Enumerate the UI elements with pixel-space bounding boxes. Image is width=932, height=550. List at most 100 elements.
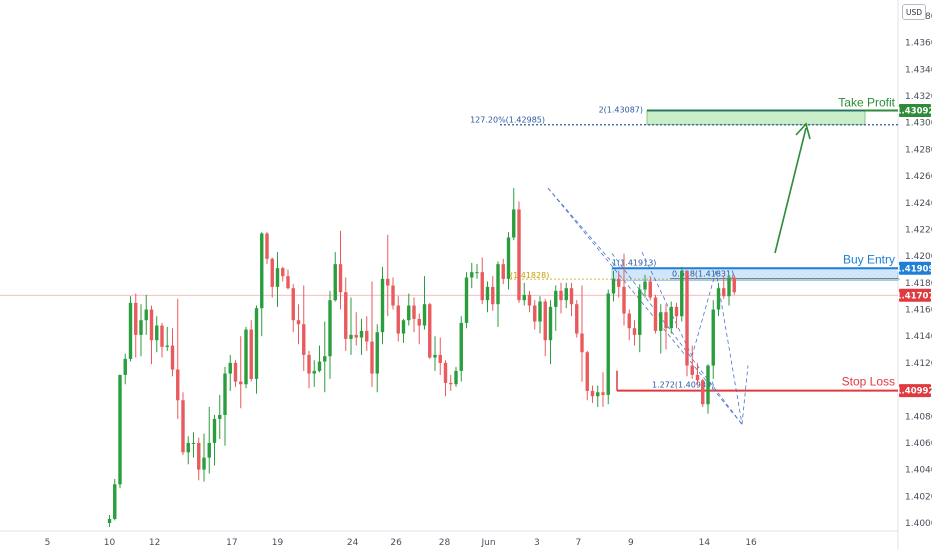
candle-body[interactable] [407,305,411,321]
candle-body[interactable] [181,400,185,453]
candle-body[interactable] [412,305,416,319]
candle-body[interactable] [564,288,568,301]
harmonic-pattern-lines[interactable] [547,187,749,425]
candle-body[interactable] [338,264,343,293]
candle-body[interactable] [391,285,395,306]
candle-body[interactable] [170,345,175,370]
candle-body[interactable] [480,272,484,301]
candle-body[interactable] [328,300,332,357]
candle-body[interactable] [317,361,322,371]
candle-body[interactable] [233,362,238,382]
candle-body[interactable] [354,334,358,338]
candle-body[interactable] [695,374,700,381]
candle-body[interactable] [706,365,710,405]
candle-body[interactable] [186,442,190,453]
candle-body[interactable] [428,304,432,358]
candle-body[interactable] [575,304,579,334]
candle-body[interactable] [554,290,558,307]
candle-body[interactable] [380,278,385,333]
candle-body[interactable] [202,457,206,470]
candle-body[interactable] [674,306,679,317]
candle-body[interactable] [370,341,374,374]
candle-body[interactable] [501,264,505,279]
candle-body[interactable] [727,277,731,297]
candle-body[interactable] [176,369,180,401]
candle-body[interactable] [144,309,148,321]
candle-body[interactable] [475,272,479,274]
candle-body[interactable] [585,352,589,391]
candle-body[interactable] [359,330,364,338]
candle-body[interactable] [638,289,642,335]
candle-body[interactable] [323,356,327,362]
candle-body[interactable] [191,442,196,444]
time-axis[interactable]: 5 10 12 17 19 24 26 28 Jun 3 7 9 14 16 [45,538,757,548]
candle-body[interactable] [538,301,542,322]
candle-body[interactable] [590,390,595,397]
candle-body[interactable] [107,518,112,523]
candle-body[interactable] [653,297,658,331]
candle-body[interactable] [496,264,500,305]
candle-body[interactable] [401,320,406,334]
candle-body[interactable] [512,209,516,238]
candle-body[interactable] [680,270,684,317]
candle-body[interactable] [580,333,584,353]
candle-body[interactable] [617,278,621,287]
candle-body[interactable] [349,334,353,339]
candle-body[interactable] [659,312,663,331]
candle-body[interactable] [249,329,253,379]
candle-body[interactable] [113,484,117,519]
candle-body[interactable] [690,365,694,375]
candle-body[interactable] [470,272,474,278]
candle-body[interactable] [569,288,574,305]
candle-body[interactable] [664,312,668,329]
candle-body[interactable] [302,324,306,355]
candle-body[interactable] [422,304,427,326]
candle-body[interactable] [533,305,537,322]
currency-badge[interactable]: USD [902,4,926,20]
candle-body[interactable] [491,286,495,305]
candle-body[interactable] [632,328,637,335]
candle-body[interactable] [606,293,610,395]
candle-body[interactable] [648,281,652,298]
candle-body[interactable] [286,276,290,289]
candle-body[interactable] [307,354,311,374]
candle-body[interactable] [128,302,133,359]
candle-body[interactable] [207,442,211,458]
candle-body[interactable] [265,233,269,259]
candle-body[interactable] [464,277,469,323]
candle-body[interactable] [139,320,143,335]
candle-body[interactable] [685,270,689,366]
candle-body[interactable] [701,380,705,405]
candle-body[interactable] [716,288,721,310]
candle-body[interactable] [260,233,264,309]
candle-body[interactable] [517,209,521,301]
candle-body[interactable] [527,294,532,306]
candle-body[interactable] [443,362,448,383]
candle-body[interactable] [270,258,274,287]
candle-body[interactable] [386,278,390,286]
candle-body[interactable] [622,286,626,314]
candle-body[interactable] [522,294,526,301]
candle-body[interactable] [239,381,243,385]
candle-body[interactable] [611,278,616,294]
candle-body[interactable] [165,345,169,347]
candle-body[interactable] [275,268,280,287]
candle-body[interactable] [218,414,222,419]
candle-body[interactable] [223,373,227,415]
candle-body[interactable] [454,370,458,385]
candle-body[interactable] [396,305,400,334]
candle-body[interactable] [732,277,736,293]
candle-body[interactable] [291,288,295,321]
candle-body[interactable] [160,325,164,347]
candle-body[interactable] [118,374,122,485]
candle-body[interactable] [281,268,285,277]
candle-body[interactable] [722,288,726,297]
candle-body[interactable] [596,392,600,397]
candle-body[interactable] [375,332,379,374]
candle-body[interactable] [459,322,463,371]
take-profit-zone[interactable] [646,110,866,126]
candle-body[interactable] [417,318,421,326]
candle-body[interactable] [543,301,547,341]
candle-body[interactable] [244,329,248,385]
